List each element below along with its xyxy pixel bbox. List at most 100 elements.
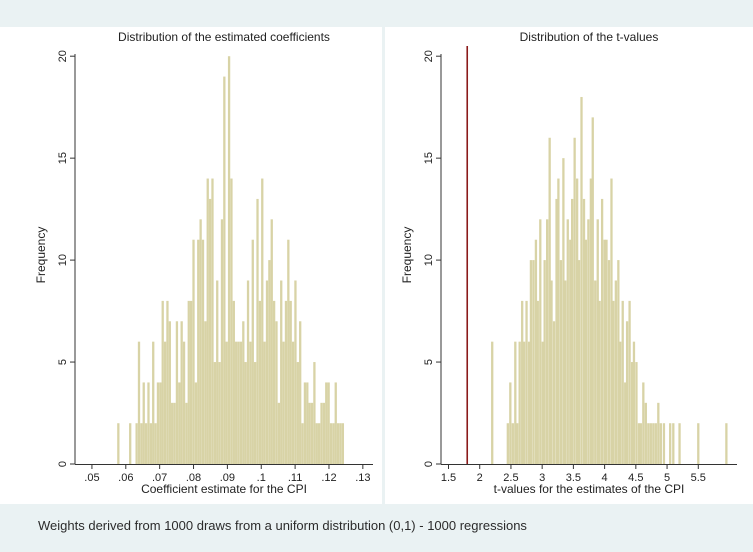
histogram-bar: [550, 280, 553, 464]
histogram-bar: [635, 362, 638, 464]
histogram-bar: [603, 239, 606, 464]
histogram-bar: [185, 402, 188, 464]
histogram-bar: [514, 341, 517, 464]
histogram-bar: [310, 402, 314, 464]
chart-title: Distribution of the estimated coefficien…: [118, 30, 330, 44]
histogram-bar: [275, 321, 278, 464]
histogram-bar: [341, 423, 345, 464]
histogram-bar: [573, 137, 576, 464]
histogram-bar: [206, 178, 209, 465]
x-tick-label: 4: [602, 472, 608, 484]
x-tick-label: 1.5: [441, 472, 456, 484]
histogram-bar: [272, 300, 276, 464]
histogram-bar: [280, 280, 283, 464]
histogram-bar: [659, 423, 662, 464]
histogram-bar: [619, 341, 622, 464]
histogram-bar: [580, 96, 583, 464]
histogram-bar: [582, 198, 586, 464]
histogram-bar: [308, 402, 311, 464]
histogram-bar: [204, 321, 207, 464]
histogram-bar: [529, 260, 533, 464]
histogram-bar: [129, 423, 132, 464]
histogram-bar: [261, 178, 264, 465]
x-axis-label: Coefficient estimate for the CPI: [141, 482, 307, 496]
y-tick-label: 10: [57, 254, 69, 266]
histogram-bar: [662, 423, 666, 464]
histogram-bar: [284, 300, 288, 464]
histogram-bar: [607, 260, 611, 464]
x-tick-label: 2.5: [503, 472, 518, 484]
histogram-bar: [334, 382, 337, 464]
histogram-bar: [256, 198, 259, 464]
histogram-bar: [235, 341, 238, 464]
histogram-bar: [624, 382, 627, 464]
histogram-bar: [135, 423, 138, 464]
x-tick-label: .08: [186, 472, 201, 484]
histogram-bar: [208, 198, 212, 464]
x-tick-label: 3.5: [566, 472, 581, 484]
histogram-bar: [584, 239, 588, 464]
histogram-bar: [525, 300, 528, 464]
histogram-bar: [178, 382, 181, 464]
histogram-bar: [180, 321, 183, 464]
histogram-bar: [621, 300, 624, 464]
histogram-bar: [303, 382, 307, 464]
histogram-bar: [246, 280, 250, 464]
histogram-bar: [569, 239, 572, 464]
histogram-bar: [657, 402, 660, 464]
histogram-bar: [282, 341, 285, 464]
y-axis-label: Frequency: [34, 227, 48, 284]
histogram-bar: [220, 219, 224, 464]
histogram-bar: [647, 423, 650, 464]
histogram-bar: [566, 219, 569, 464]
histogram-bar: [156, 382, 160, 464]
histogram-bar: [598, 300, 601, 464]
histogram-bar: [491, 341, 494, 464]
histogram-bar: [570, 198, 574, 464]
histogram-bar: [541, 341, 544, 464]
histogram-bar: [511, 423, 514, 464]
x-tick-label: .13: [355, 472, 370, 484]
histogram-bar: [299, 321, 302, 464]
histogram-bar: [577, 260, 581, 464]
histogram-bar: [159, 382, 162, 464]
histogram-bar: [239, 341, 243, 464]
histogram-bar: [672, 423, 675, 464]
y-tick-label: 0: [423, 461, 435, 467]
histogram-bar: [644, 402, 647, 464]
y-tick-label: 15: [423, 152, 435, 164]
histogram-bar: [301, 423, 304, 464]
histogram-bar: [589, 178, 593, 465]
histogram-bar: [536, 300, 539, 464]
histogram-bar: [725, 423, 728, 464]
histogram-bar: [325, 382, 328, 464]
x-tick-label: 2: [477, 472, 483, 484]
x-tick-label: 5: [664, 472, 670, 484]
histogram-bar: [144, 423, 148, 464]
histogram-bar: [315, 423, 318, 464]
histogram-bar: [339, 423, 342, 464]
x-tick-label: .11: [288, 472, 302, 484]
histogram-bar: [168, 321, 171, 464]
histogram-bar: [555, 198, 558, 464]
histogram-bar: [232, 300, 235, 464]
histogram-bar: [166, 300, 169, 464]
histogram-bar: [630, 362, 634, 464]
x-tick-label: .12: [321, 472, 336, 484]
histogram-bar: [152, 341, 155, 464]
histogram-bar: [594, 280, 597, 464]
histogram-bar: [625, 321, 629, 464]
histogram-bar: [201, 239, 205, 464]
histogram-bar: [591, 117, 594, 465]
histogram-bar: [617, 260, 620, 464]
histogram-bar: [557, 178, 560, 465]
histogram-bar: [244, 362, 247, 464]
histogram-bar: [669, 423, 672, 464]
histogram-bar: [291, 341, 295, 464]
histogram-bar: [548, 137, 551, 464]
histogram-bar: [600, 198, 604, 464]
panel-background: [385, 27, 753, 504]
histogram-bar: [678, 423, 681, 464]
histogram-bar: [147, 382, 150, 464]
histogram-bar: [516, 423, 519, 464]
